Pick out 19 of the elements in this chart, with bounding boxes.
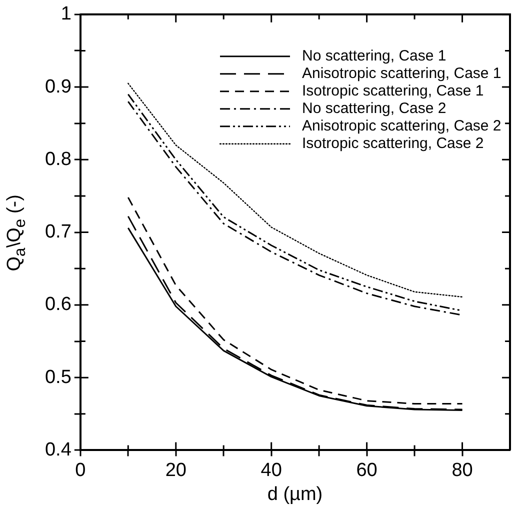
y-tick-label: 0.9 [44,76,72,98]
y-tick-label: 0.6 [44,294,72,316]
legend-label: Anisotropic scattering, Case 2 [302,118,502,135]
x-axis-title: d (µm) [266,484,324,506]
x-tick-label: 80 [452,460,473,481]
y-tick-label: 0.4 [44,439,72,460]
x-tick-label: 40 [260,460,282,481]
legend-label: Isotropic scattering, Case 1 [302,82,484,100]
x-tick-label: 20 [165,460,186,481]
legend-label: Anisotropic scattering, Case 1 [302,65,502,82]
y-tick-label: 0.7 [44,222,72,243]
y-tick-label: 0.5 [44,366,72,388]
y-tick-label: 1 [60,4,72,25]
legend-label: Isotropic scattering, Case 2 [302,135,484,152]
x-tick-label: 60 [356,460,378,481]
x-tick-label: 0 [75,460,86,481]
y-tick-label: 0.8 [44,148,72,170]
legend-label: No scattering, Case 2 [302,100,446,118]
legend-label: No scattering, Case 1 [302,48,446,65]
